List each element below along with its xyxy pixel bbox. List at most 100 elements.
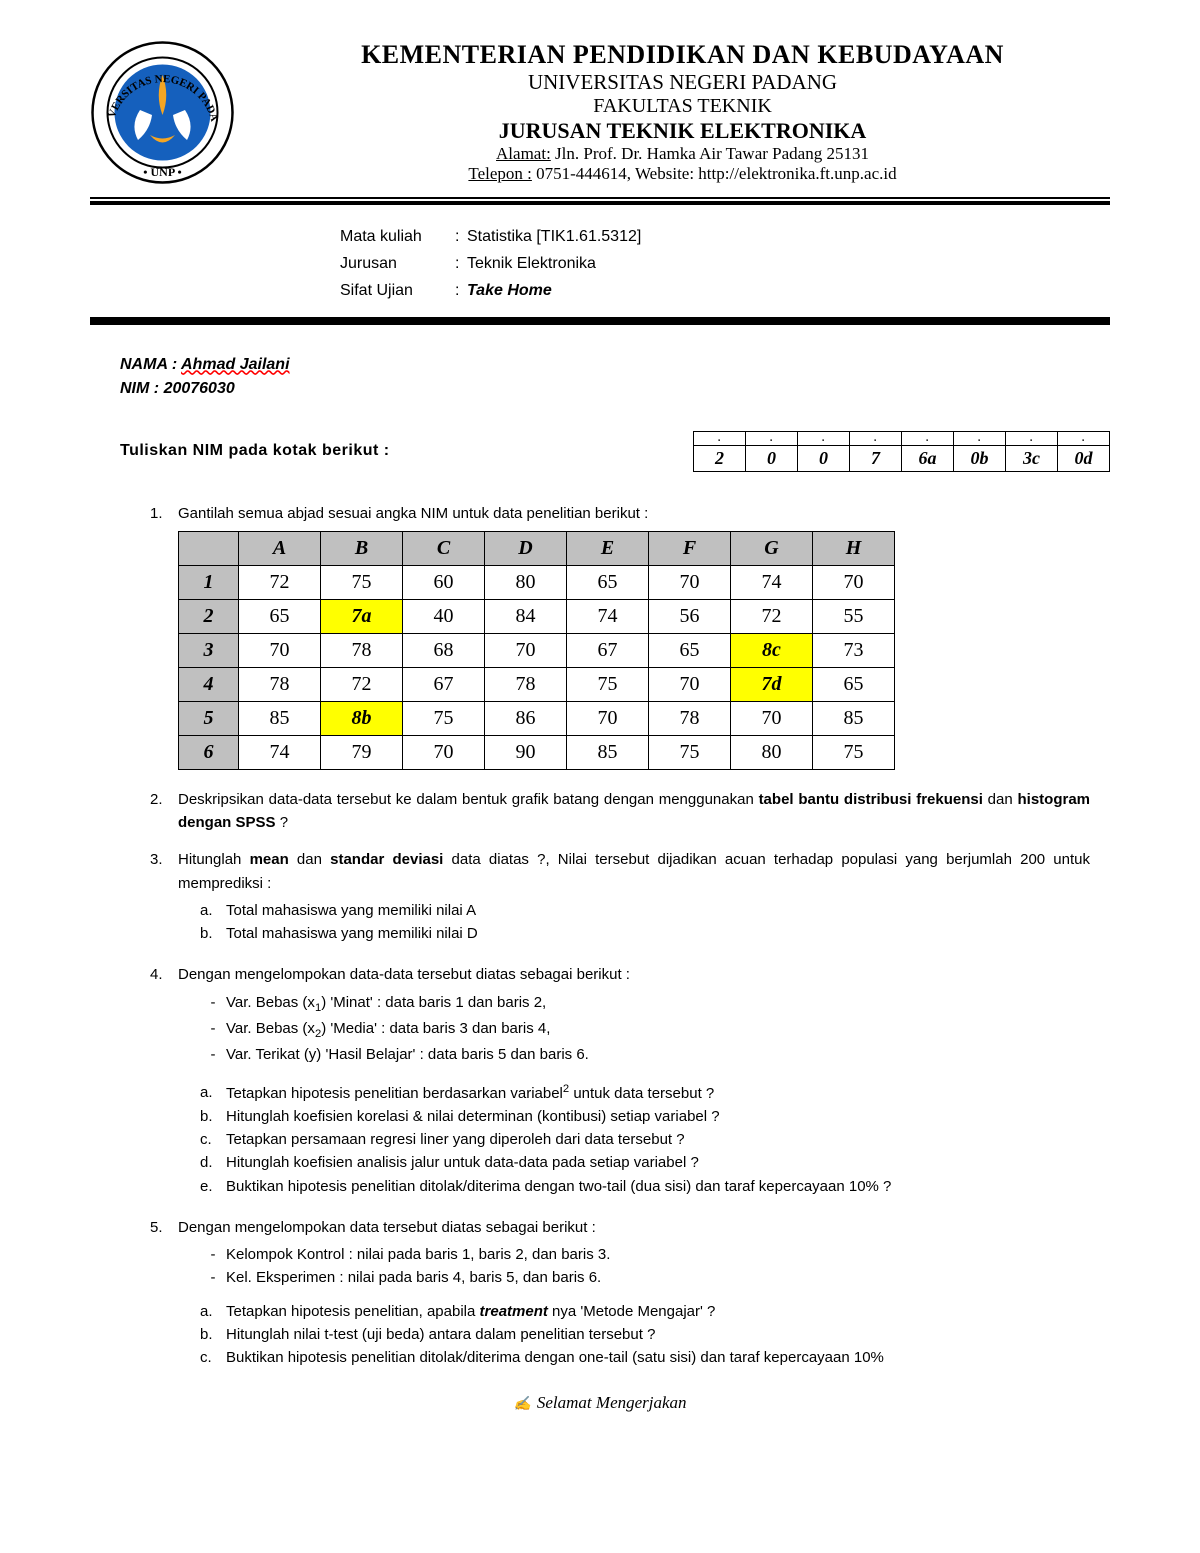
- jur-label: Jurusan: [340, 250, 455, 277]
- q5-intro: Dengan mengelompokan data tersebut diata…: [178, 1216, 1090, 1239]
- data-cell: 70: [239, 633, 321, 667]
- mk-label: Mata kuliah: [340, 223, 455, 250]
- contact-line: Telepon : 0751-444614, Website: http://e…: [255, 164, 1110, 184]
- data-cell: 85: [239, 701, 321, 735]
- q4-e: Buktikan hipotesis penelitian ditolak/di…: [226, 1175, 891, 1198]
- data-cell: 74: [239, 735, 321, 769]
- data-cell: 7d: [731, 667, 813, 701]
- data-cell: 70: [649, 667, 731, 701]
- nim-top-cell: .: [1058, 431, 1110, 445]
- data-cell: 60: [403, 565, 485, 599]
- nim-top-cell: .: [850, 431, 902, 445]
- nama-value: Ahmad Jailani: [181, 356, 289, 373]
- data-cell: 67: [403, 667, 485, 701]
- q3-a: Total mahasiswa yang memiliki nilai A: [226, 899, 476, 922]
- nim-entry-row: Tuliskan NIM pada kotak berikut : ......…: [90, 431, 1110, 472]
- q5-b: Hitunglah nilai t-test (uji beda) antara…: [226, 1323, 655, 1346]
- nim-value: 20076030: [164, 380, 235, 397]
- nama-label: NAMA :: [120, 356, 177, 373]
- ministry-name: KEMENTERIAN PENDIDIKAN DAN KEBUDAYAAN: [255, 40, 1110, 70]
- data-cell: 8c: [731, 633, 813, 667]
- nim-label: NIM :: [120, 380, 159, 397]
- letterhead: UNIVERSITAS NEGERI PADANG • UNP • KEMENT…: [90, 40, 1110, 193]
- data-cell: 70: [649, 565, 731, 599]
- data-cell: 78: [239, 667, 321, 701]
- row-header: 1: [179, 565, 239, 599]
- nim-top-cell: .: [902, 431, 954, 445]
- letterhead-rule: [90, 197, 1110, 205]
- nim-cell: 6a: [902, 445, 954, 471]
- nim-cell: 0: [798, 445, 850, 471]
- footer: ✍Selamat Mengerjakan: [90, 1393, 1110, 1413]
- q5-a: Tetapkan hipotesis penelitian, apabila t…: [226, 1300, 715, 1323]
- q4-b: Hitunglah koefisien korelasi & nilai det…: [226, 1105, 720, 1128]
- q4-d3: Var. Terikat (y) 'Hasil Belajar' : data …: [226, 1043, 589, 1066]
- col-header: F: [649, 531, 731, 565]
- footer-text: Selamat Mengerjakan: [537, 1393, 687, 1412]
- data-cell: 72: [239, 565, 321, 599]
- data-cell: 84: [485, 599, 567, 633]
- q4-d: Hitunglah koefisien analisis jalur untuk…: [226, 1151, 699, 1174]
- data-cell: 67: [567, 633, 649, 667]
- col-header: B: [321, 531, 403, 565]
- university-logo: UNIVERSITAS NEGERI PADANG • UNP •: [90, 40, 235, 185]
- data-cell: 40: [403, 599, 485, 633]
- col-header: A: [239, 531, 321, 565]
- col-header: H: [813, 531, 895, 565]
- nim-cell: 0d: [1058, 445, 1110, 471]
- data-cell: 74: [731, 565, 813, 599]
- question-3: 3. Hitunglah mean dan standar deviasi da…: [150, 848, 1090, 949]
- data-cell: 70: [403, 735, 485, 769]
- nim-top-cell: .: [1006, 431, 1058, 445]
- data-cell: 75: [813, 735, 895, 769]
- data-cell: 75: [649, 735, 731, 769]
- data-cell: 85: [813, 701, 895, 735]
- data-cell: 78: [649, 701, 731, 735]
- data-cell: 68: [403, 633, 485, 667]
- data-cell: 75: [567, 667, 649, 701]
- q3-text: Hitunglah mean dan standar deviasi data …: [178, 848, 1090, 895]
- data-cell: 7a: [321, 599, 403, 633]
- nim-top-cell: .: [954, 431, 1006, 445]
- nim-prompt: Tuliskan NIM pada kotak berikut :: [120, 442, 390, 460]
- data-cell: 75: [403, 701, 485, 735]
- nim-cell: 0: [746, 445, 798, 471]
- q4-d1: Var. Bebas (x1) 'Minat' : data baris 1 d…: [226, 991, 546, 1017]
- data-cell: 86: [485, 701, 567, 735]
- data-cell: 65: [567, 565, 649, 599]
- section-rule: [90, 317, 1110, 325]
- row-header: 3: [179, 633, 239, 667]
- question-1: 1. Gantilah semua abjad sesuai angka NIM…: [150, 502, 1090, 774]
- nim-cell: 2: [694, 445, 746, 471]
- data-cell: 70: [567, 701, 649, 735]
- nim-top-cell: .: [746, 431, 798, 445]
- nim-table: ........ 20076a0b3c0d: [693, 431, 1110, 472]
- data-cell: 74: [567, 599, 649, 633]
- data-cell: 65: [649, 633, 731, 667]
- data-cell: 73: [813, 633, 895, 667]
- nim-cell: 7: [850, 445, 902, 471]
- question-5: 5. Dengan mengelompokan data tersebut di…: [150, 1216, 1090, 1374]
- data-cell: 72: [731, 599, 813, 633]
- data-cell: 65: [239, 599, 321, 633]
- questions: 1. Gantilah semua abjad sesuai angka NIM…: [90, 502, 1110, 1374]
- data-cell: 56: [649, 599, 731, 633]
- data-cell: 85: [567, 735, 649, 769]
- q4-a: Tetapkan hipotesis penelitian berdasarka…: [226, 1081, 714, 1105]
- row-header: 2: [179, 599, 239, 633]
- q5-c: Buktikan hipotesis penelitian ditolak/di…: [226, 1346, 884, 1369]
- question-4: 4. Dengan mengelompokan data-data terseb…: [150, 963, 1090, 1202]
- mk-value: Statistika [TIK1.61.5312]: [467, 223, 641, 250]
- course-info: Mata kuliah:Statistika [TIK1.61.5312] Ju…: [340, 223, 1110, 305]
- data-cell: 70: [731, 701, 813, 735]
- data-cell: 79: [321, 735, 403, 769]
- data-table: ABCDEFGH172756080657074702657a4084745672…: [178, 531, 895, 770]
- question-2: 2. Deskripsikan data-data tersebut ke da…: [150, 788, 1090, 835]
- data-cell: 80: [731, 735, 813, 769]
- data-cell: 75: [321, 565, 403, 599]
- data-cell: 78: [321, 633, 403, 667]
- q4-d2: Var. Bebas (x2) 'Media' : data baris 3 d…: [226, 1017, 550, 1043]
- col-header: C: [403, 531, 485, 565]
- col-header: D: [485, 531, 567, 565]
- data-cell: 80: [485, 565, 567, 599]
